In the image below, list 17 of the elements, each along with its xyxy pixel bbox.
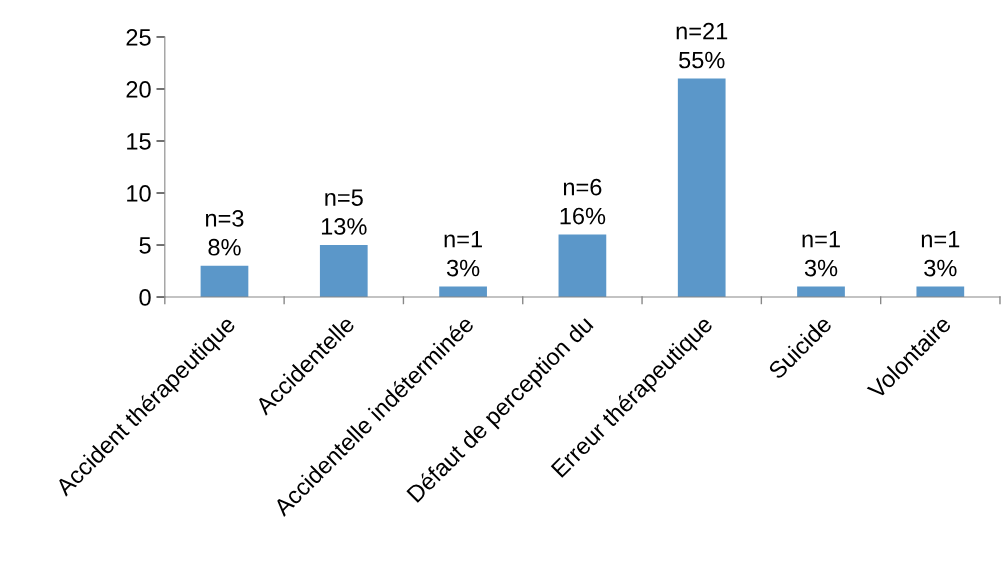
y-tick-label: 20 [126,81,151,98]
y-tick-label: 0 [139,289,151,306]
y-tick-label: 10 [127,185,151,202]
bar [200,265,249,298]
data-label: n=1 3% [921,231,960,277]
bar [319,245,368,298]
data-label: n=6 16% [560,178,606,225]
data-label: n=1 3% [444,231,482,277]
data-label: n=21 55% [676,22,728,69]
bar [558,234,607,298]
bar [677,78,726,298]
data-label: n=1 3% [802,231,840,277]
y-tick-label: 15 [127,133,151,150]
y-tick-label: 5 [139,237,151,254]
data-label: n=3 8% [206,210,244,256]
y-tick-label: 25 [126,29,151,46]
data-label: n=5 13% [321,189,367,235]
